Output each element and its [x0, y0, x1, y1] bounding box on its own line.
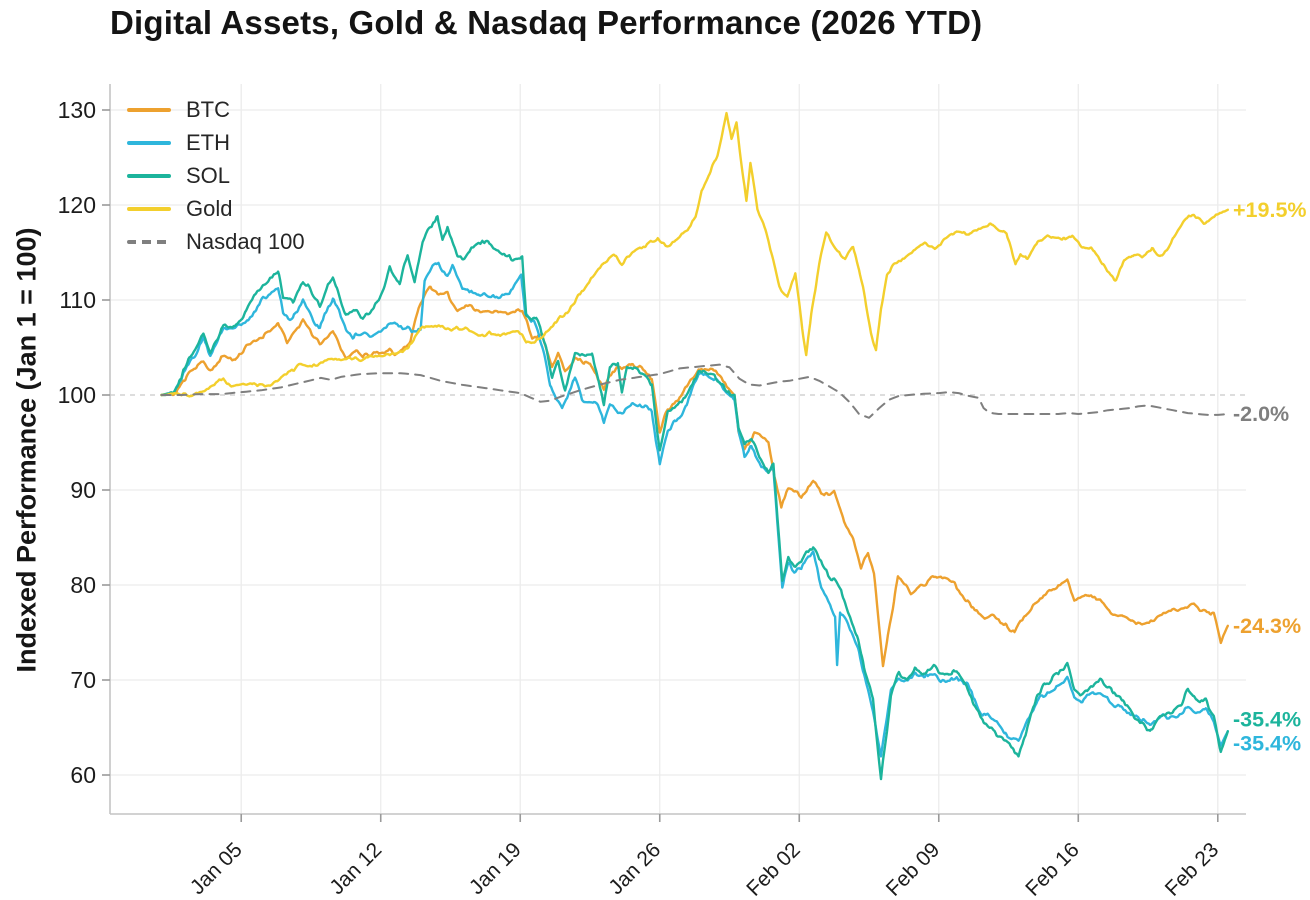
legend-item-eth: ETH	[127, 130, 305, 155]
end-label-gold: +19.5%	[1233, 198, 1307, 222]
legend-label-sol: SOL	[186, 163, 231, 188]
legend-item-sol: SOL	[127, 163, 305, 188]
legend-label-eth: ETH	[186, 130, 230, 155]
legend-item-btc: BTC	[127, 97, 305, 122]
y-tick-label-100: 100	[58, 382, 96, 408]
y-tick-label-60: 60	[70, 762, 96, 788]
end-label-eth: -35.4%	[1233, 731, 1301, 755]
y-tick-label-90: 90	[70, 477, 96, 503]
y-tick-label-110: 110	[59, 287, 96, 313]
end-label-btc: -24.3%	[1233, 614, 1301, 638]
y-tick-label-70: 70	[70, 667, 96, 693]
x-tick-label-3: Jan 26	[604, 838, 665, 899]
x-tick-label-5: Feb 09	[882, 838, 945, 900]
legend-swatch-btc	[127, 108, 171, 112]
x-tick-label-0: Jan 05	[186, 838, 247, 899]
legend-item-nasdaq-100: Nasdaq 100	[127, 229, 305, 254]
chart-title: Digital Assets, Gold & Nasdaq Performanc…	[110, 4, 983, 41]
series-line-eth	[160, 261, 1229, 758]
y-tick-label-80: 80	[70, 572, 96, 598]
series-line-gold	[160, 111, 1229, 398]
legend-swatch-sol	[127, 174, 171, 178]
series-line-btc	[160, 285, 1229, 668]
legend-item-gold: Gold	[127, 196, 305, 221]
legend: BTC ETH SOL Gold Nasdaq 100	[127, 97, 305, 264]
end-label-nasdaq-100: -2.0%	[1233, 402, 1289, 426]
x-tick-label-1: Jan 12	[325, 838, 386, 899]
legend-label-gold: Gold	[186, 196, 233, 221]
x-tick-label-7: Feb 23	[1161, 838, 1224, 900]
x-tick-label-6: Feb 16	[1021, 838, 1084, 900]
x-tick-label-2: Jan 19	[465, 838, 526, 899]
series-line-sol	[160, 215, 1229, 781]
legend-swatch-nasdaq-100	[127, 240, 171, 244]
series-line-nasdaq-100	[160, 363, 1229, 419]
y-tick-label-120: 120	[58, 192, 96, 218]
legend-swatch-gold	[127, 207, 171, 211]
legend-label-btc: BTC	[186, 97, 230, 122]
x-tick-label-4: Feb 02	[742, 838, 805, 900]
legend-swatch-eth	[127, 141, 171, 145]
y-axis-title: Indexed Performance (Jan 1 = 100)	[11, 227, 42, 673]
end-label-sol: -35.4%	[1233, 707, 1301, 731]
legend-label-nasdaq-100: Nasdaq 100	[186, 229, 305, 254]
y-tick-label-130: 130	[58, 97, 96, 123]
